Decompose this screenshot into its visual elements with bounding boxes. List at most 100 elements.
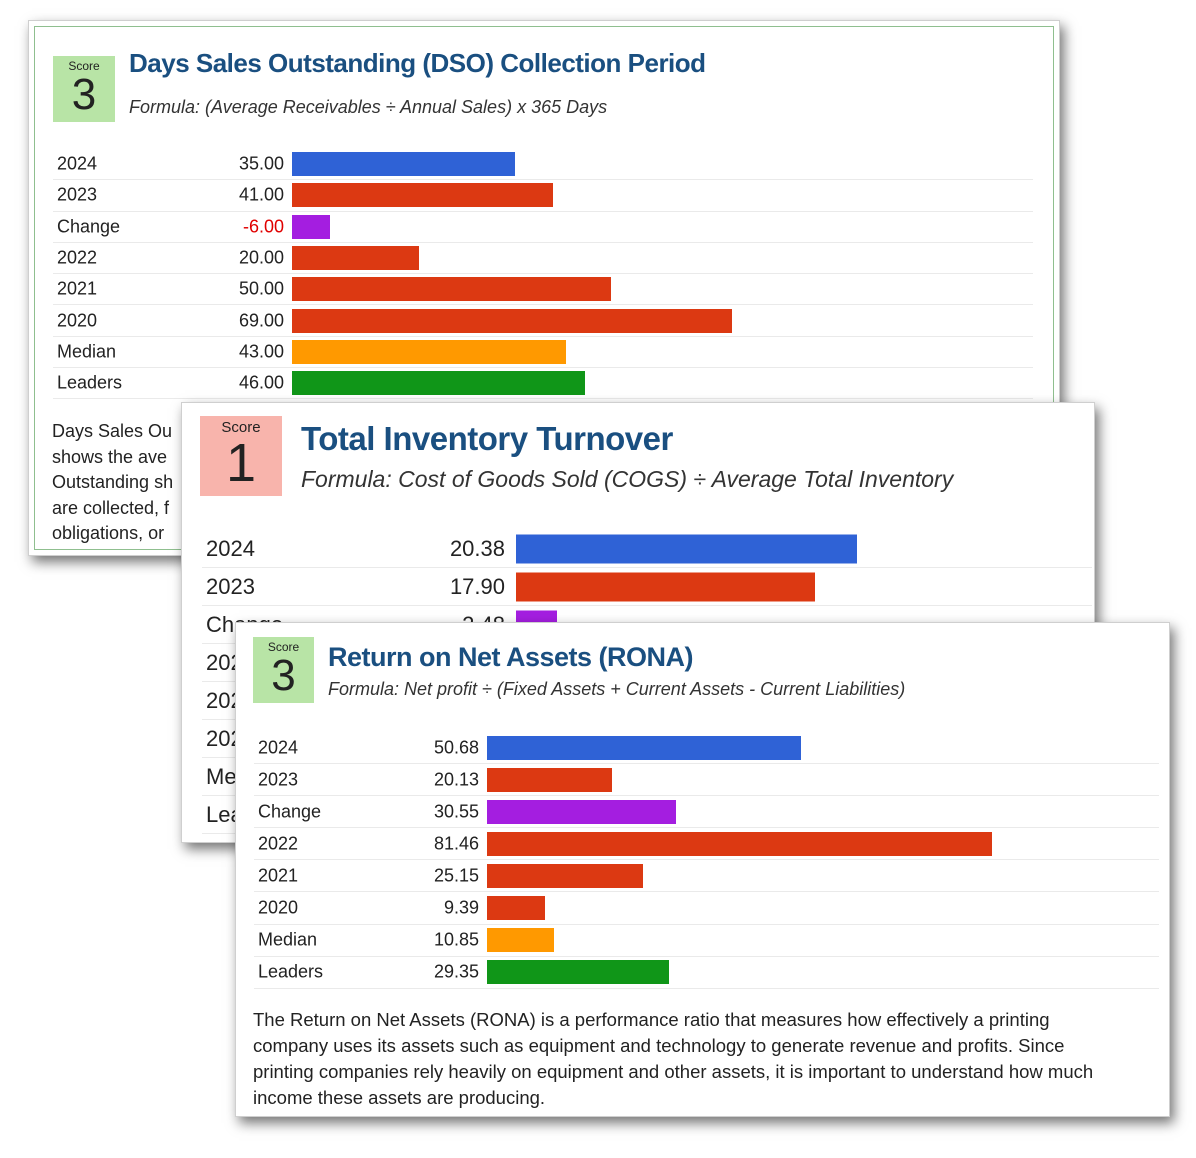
formula: Formula: Net profit ÷ (Fixed Assets + Cu… [328,679,906,699]
score-value: 3 [71,70,97,119]
row-label: 2024 [57,153,98,174]
score-value: 1 [225,433,257,493]
score-box: Score 3 [53,56,115,122]
row-value: 20.13 [433,769,479,790]
row-label: 2024 [206,535,255,561]
table-row: 2024 35.00 [53,149,1033,181]
row-value: 43.00 [238,341,284,362]
row-value: 25.15 [433,865,479,886]
bar [487,831,993,856]
row-value: -6.00 [242,216,284,237]
bar [487,735,802,760]
row-value: 20.38 [449,535,505,561]
bar [516,572,816,601]
description-line: Outstanding sh [52,472,174,492]
description-line: company uses its assets such as equipmen… [253,1035,1065,1056]
card-title: Return on Net Assets (RONA) [328,642,694,672]
card: Score 3 Return on Net Assets (RONA) Formula… [235,622,1170,1117]
row-value: 46.00 [238,372,284,393]
table-row: 2022 81.46 [254,828,1159,861]
description-line: shows the ave [52,446,168,467]
bar [487,960,669,985]
table-row: 2020 9.39 [254,893,1159,925]
row-value: 10.85 [433,929,479,950]
row-value: 50.68 [433,737,479,758]
row-label: Median [57,341,117,362]
row-label: 2021 [258,865,299,886]
row-label: 2020 [57,310,98,331]
row-label: 2022 [57,247,98,268]
row-value: 29.35 [433,961,479,982]
row-label: 2023 [206,573,255,599]
bar [292,183,554,208]
row-label: 2023 [258,769,299,790]
description-line: Days Sales Ou [52,421,173,441]
card-title: Total Inventory Turnover [301,420,673,457]
row-value: 9.39 [443,897,479,918]
table-row: 2021 50.00 [53,274,1033,306]
bar [292,214,331,239]
score-label: Score [267,640,300,654]
table-row: 2020 69.00 [53,306,1033,337]
score-box: Score 3 [253,637,314,703]
table-row: Change 30.55 [254,796,1159,829]
bar [487,863,643,888]
row-label: Change [258,801,322,822]
description-line: The Return on Net Assets (RONA) is a per… [253,1009,1050,1030]
table-row: 2023 17.90 [202,568,1092,606]
formula: Formula: Cost of Goods Sold (COGS) ÷ Ave… [301,466,954,492]
row-label: 2024 [258,737,299,758]
score-label: Score [68,59,100,73]
table-row: 2023 20.13 [254,764,1159,797]
bar [292,308,732,333]
description-line: income these assets are producing. [253,1087,546,1108]
row-label: Leaders [57,372,123,393]
bar [292,152,515,177]
description-line: are collected, f [52,497,170,518]
row-value: 50.00 [238,278,284,299]
row-value: 20.00 [238,247,284,268]
row-label: Leaders [258,961,324,982]
score-label: Score [221,419,261,436]
table-row: 2023 41.00 [53,180,1033,212]
row-value: 35.00 [238,153,284,174]
card-title: Days Sales Outstanding (DSO) Collection … [129,48,706,78]
bar [292,246,420,271]
description-line: printing companies rely heavily on equip… [253,1061,1094,1082]
row-label: Change [57,216,121,237]
row-label: 2022 [258,833,299,854]
bar [292,339,566,364]
row-value: 41.00 [238,184,284,205]
table-row: Median 10.85 [254,925,1159,957]
table-row: Leaders 29.35 [254,957,1159,989]
row-label: 2021 [57,278,98,299]
row-label: 2023 [57,184,98,205]
bar [487,896,546,921]
bar [516,534,857,563]
table-row: 2021 25.15 [254,860,1159,893]
row-label: 2020 [258,897,299,918]
table-row: Change -6.00 [53,212,1033,243]
formula: Formula: (Average Receivables ÷ Annual S… [129,97,608,117]
table-row: 2024 20.38 [202,530,1092,568]
bar [487,799,677,824]
row-value: 17.90 [449,573,505,599]
description-line: obligations, or [52,523,165,543]
bar [487,928,555,953]
bar [487,767,612,792]
table-row: Median 43.00 [53,337,1033,369]
row-value: 81.46 [433,833,479,854]
score-value: 3 [271,651,296,700]
bar [292,371,586,396]
row-value: 30.55 [433,801,479,822]
row-label: Median [258,929,318,950]
table-row: 2022 20.00 [53,243,1033,275]
bar [292,277,611,302]
description: Days Sales Ou shows the ave Outstanding sh… [52,419,173,547]
table-row: 2024 50.68 [254,732,1159,765]
score-box: Score 1 [200,416,282,496]
table-row: Leaders 46.00 [53,368,1033,400]
description: The Return on Net Assets (RONA) is a per… [253,1007,1093,1111]
row-value: 69.00 [238,310,284,331]
